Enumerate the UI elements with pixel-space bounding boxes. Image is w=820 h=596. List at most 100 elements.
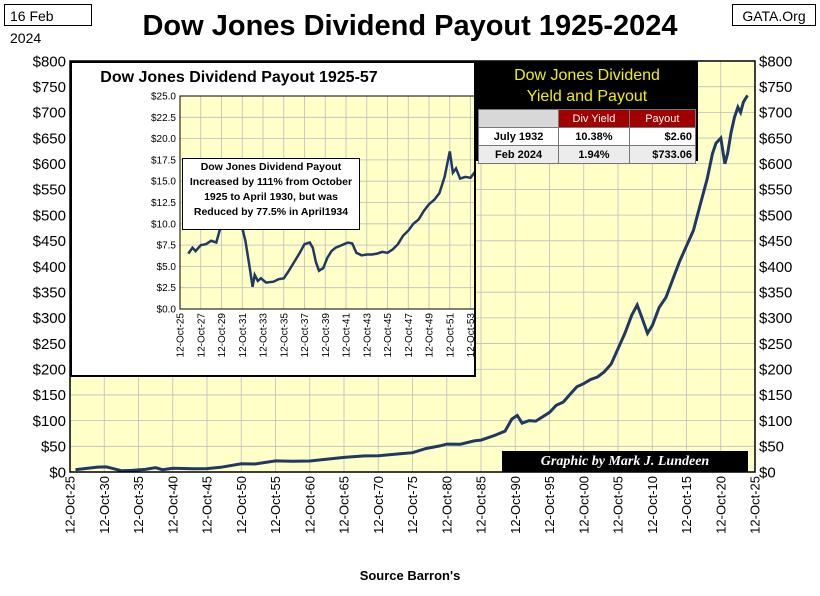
y-tick-label: $0 — [49, 464, 66, 481]
y-tick-label: $15.0 — [151, 177, 176, 188]
x-tick-label: 12-Oct-31 — [238, 313, 249, 358]
inset-left-y-axis: $0.0 $2.5 $5.0 $7.5 $10.0 $12.5 $15.0 $17.5 $20.… — [151, 92, 176, 316]
x-tick-label: 12-Oct-33 — [259, 313, 270, 358]
y-tick-label: $800 — [33, 53, 66, 70]
x-tick-label: 12-Oct-15 — [679, 476, 694, 534]
y-tick-label: $300 — [33, 310, 66, 327]
graphic-credit: Graphic by Mark J. Lundeen — [502, 451, 748, 472]
table-cell-date: Feb 2024 — [477, 145, 560, 164]
x-tick-label: 12-Oct-29 — [217, 313, 228, 358]
x-tick-label: 12-Oct-25 — [63, 476, 78, 534]
y-tick-label: $700 — [33, 105, 66, 122]
table-cell-yield: 1.94% — [558, 145, 630, 164]
inset-chart-svg: $0.0 $2.5 $5.0 $7.5 $10.0 $12.5 $15.0 $17.5 $20.… — [151, 92, 475, 358]
x-tick-label: 12-Oct-51 — [445, 313, 456, 358]
y-tick-label: $20.0 — [151, 134, 176, 145]
y-tick-label: $50 — [759, 439, 784, 456]
y-tick-label: $150 — [759, 387, 792, 404]
y-tick-label: $550 — [33, 182, 66, 199]
y-tick-label: $350 — [759, 284, 792, 301]
inset-title: Dow Jones Dividend Payout 1925-57 — [100, 69, 378, 86]
yield-title-line: Dow Jones Dividend — [514, 67, 660, 84]
chart-title: Dow Jones Dividend Payout 1925-2024 — [142, 10, 678, 42]
table-header-yield: Div Yield — [558, 109, 630, 128]
y-tick-label: $600 — [759, 156, 792, 173]
yield-table-grid: Div Yield Payout July 1932 10.38% $2.60 … — [477, 109, 697, 164]
x-tick-label: 12-Oct-85 — [474, 476, 489, 534]
y-tick-label: $10.0 — [151, 219, 176, 230]
inset-note-line: Dow Jones Dividend Payout — [200, 161, 342, 173]
x-tick-label: 12-Oct-37 — [300, 313, 311, 358]
x-tick-label: 12-Oct-10 — [645, 476, 660, 534]
y-tick-label: $5.0 — [157, 262, 177, 273]
left-y-axis: $0 $50 $100 $150 $200 $250 $300 $350 $400 $450 $50… — [33, 53, 66, 481]
table-cell-payout: $733.06 — [628, 145, 697, 164]
x-tick-label: 12-Oct-35 — [131, 476, 146, 534]
x-tick-label: 12-Oct-65 — [337, 476, 352, 534]
x-tick-label: 12-Oct-35 — [279, 313, 290, 358]
inset-plot-border — [179, 95, 474, 310]
y-tick-label: $450 — [33, 233, 66, 250]
x-tick-label: 12-Oct-05 — [611, 476, 626, 534]
table-header-row: Div Yield Payout — [477, 109, 697, 128]
x-tick-label: 12-Oct-70 — [371, 476, 386, 534]
y-tick-label: $7.5 — [157, 241, 177, 252]
table-header-blank — [477, 109, 560, 128]
y-tick-label: $200 — [759, 362, 792, 379]
x-tick-label: 12-Oct-60 — [302, 476, 317, 534]
inset-note: Dow Jones Dividend Payout Increased by 1… — [182, 158, 360, 230]
x-tick-label: 12-Oct-27 — [196, 313, 207, 358]
table-row: July 1932 10.38% $2.60 — [477, 127, 697, 146]
yield-payout-table: Dow Jones Dividend Yield and Payout Div … — [476, 61, 698, 164]
y-tick-label: $450 — [759, 233, 792, 250]
y-tick-label: $22.5 — [151, 113, 176, 124]
y-tick-label: $400 — [759, 259, 792, 276]
site-label: GATA.Org — [732, 4, 816, 26]
y-tick-label: $25.0 — [151, 92, 176, 103]
y-tick-label: $17.5 — [151, 155, 176, 166]
y-tick-label: $400 — [33, 259, 66, 276]
x-tick-label: 12-Oct-41 — [342, 313, 353, 358]
y-tick-label: $750 — [759, 79, 792, 96]
y-tick-label: $600 — [33, 156, 66, 173]
inset-note-line: Reduced by 77.5% in April1934 — [193, 206, 349, 218]
y-tick-label: $2.5 — [157, 283, 177, 294]
y-tick-label: $300 — [759, 310, 792, 327]
x-tick-label: 12-Oct-95 — [542, 476, 557, 534]
y-tick-label: $500 — [759, 207, 792, 224]
y-tick-label: $550 — [759, 182, 792, 199]
x-tick-label: 12-Oct-55 — [268, 476, 283, 534]
x-tick-label: 12-Oct-20 — [713, 476, 728, 534]
x-tick-label: 12-Oct-30 — [97, 476, 112, 534]
y-tick-label: $750 — [33, 79, 66, 96]
y-tick-label: $100 — [33, 413, 66, 430]
table-row: Feb 2024 1.94% $733.06 — [477, 145, 697, 164]
y-tick-label: $650 — [759, 130, 792, 147]
table-cell-payout: $2.60 — [628, 127, 697, 146]
y-tick-label: $800 — [759, 53, 792, 70]
x-axis: 12-Oct-25 12-Oct-30 12-Oct-35 12-Oct-40 12-O… — [63, 476, 763, 534]
y-tick-label: $650 — [33, 130, 66, 147]
y-tick-label: $700 — [759, 105, 792, 122]
yield-table-title: Dow Jones Dividend Yield and Payout — [476, 61, 698, 107]
date-label: 16 Feb 2024 — [4, 4, 92, 46]
y-tick-label: $150 — [33, 387, 66, 404]
x-tick-label: 12-Oct-40 — [165, 476, 180, 534]
x-tick-label: 12-Oct-50 — [234, 476, 249, 534]
y-tick-label: $200 — [33, 362, 66, 379]
table-cell-date: July 1932 — [477, 127, 560, 146]
y-tick-label: $50 — [41, 439, 66, 456]
x-tick-label: 12-Oct-45 — [200, 476, 215, 534]
inset-chart: $0.0 $2.5 $5.0 $7.5 $10.0 $12.5 $15.0 $17.5 $20.… — [70, 61, 476, 377]
inset-x-axis: 12-Oct-25 12-Oct-27 12-Oct-29 12-Oct-31 12-O… — [176, 313, 475, 358]
x-tick-label: 12-Oct-25 — [176, 313, 187, 358]
x-tick-label: 12-Oct-43 — [362, 313, 373, 358]
y-tick-label: $500 — [33, 207, 66, 224]
source-label: Source Barron's — [359, 568, 461, 583]
y-tick-label: $250 — [33, 336, 66, 353]
inset-payout-line — [187, 151, 474, 288]
yield-title-line: Yield and Payout — [526, 88, 648, 105]
x-tick-label: 12-Oct-39 — [321, 313, 332, 358]
x-tick-label: 12-Oct-45 — [383, 313, 394, 358]
x-tick-label: 12-Oct-25 — [748, 476, 763, 534]
